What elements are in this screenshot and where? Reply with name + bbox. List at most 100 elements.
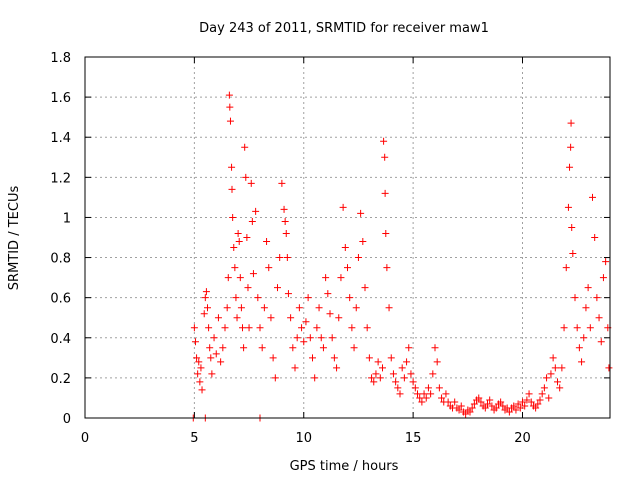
- data-point: [488, 402, 496, 410]
- data-point: [330, 354, 338, 362]
- data-point: [204, 304, 211, 312]
- data-point: [599, 274, 607, 282]
- data-point: [578, 358, 586, 366]
- x-tick-label: 5: [190, 431, 198, 446]
- data-point: [206, 344, 214, 352]
- data-point: [519, 398, 526, 406]
- data-point: [236, 274, 244, 282]
- data-point: [280, 205, 288, 213]
- data-point: [195, 358, 203, 366]
- data-point: [455, 406, 463, 414]
- data-point: [567, 143, 575, 151]
- data-point: [558, 364, 566, 372]
- data-point: [400, 374, 408, 382]
- data-point: [534, 400, 542, 408]
- x-tick-label: 15: [405, 431, 422, 446]
- data-point: [322, 274, 330, 282]
- data-point: [536, 396, 544, 404]
- data-point: [267, 314, 275, 322]
- data-point: [234, 229, 242, 237]
- data-point: [597, 338, 605, 346]
- data-point: [505, 408, 513, 416]
- plot-frame: [84, 56, 611, 419]
- data-point: [470, 400, 478, 408]
- data-point: [352, 304, 360, 312]
- data-point: [287, 314, 295, 322]
- data-point: [374, 358, 382, 366]
- data-point: [335, 314, 343, 322]
- data-point: [605, 364, 613, 372]
- data-point: [260, 304, 268, 312]
- data-point: [282, 229, 290, 237]
- y-axis-label: SRMTID / TECUs: [7, 186, 22, 291]
- data-point: [328, 334, 336, 342]
- data-point: [420, 390, 428, 398]
- data-point: [462, 410, 470, 418]
- data-point: [311, 374, 319, 382]
- data-point: [205, 324, 213, 332]
- x-tick-label: 0: [81, 431, 89, 446]
- data-point: [382, 229, 390, 237]
- data-point: [573, 324, 581, 332]
- data-point: [532, 404, 540, 412]
- data-point: [540, 384, 548, 392]
- data-point: [235, 238, 243, 246]
- data-point: [317, 334, 325, 342]
- data-point: [341, 244, 349, 252]
- data-point: [586, 324, 594, 332]
- data-point: [315, 304, 323, 312]
- data-point: [477, 398, 485, 406]
- y-tick-label: 1.2: [50, 171, 71, 186]
- data-point: [309, 354, 316, 362]
- data-point: [298, 324, 306, 332]
- data-point: [284, 290, 292, 298]
- data-point: [289, 344, 297, 352]
- x-tick-label: 20: [514, 431, 531, 446]
- data-point: [514, 400, 522, 408]
- data-point: [196, 378, 204, 386]
- data-point: [569, 250, 577, 258]
- data-point: [208, 370, 216, 378]
- data-point: [226, 117, 234, 125]
- data-point: [409, 378, 417, 386]
- data-point: [543, 374, 551, 382]
- data-point: [589, 193, 596, 201]
- data-point: [523, 396, 531, 404]
- data-point: [363, 324, 371, 332]
- data-point: [291, 364, 299, 372]
- data-point: [200, 310, 208, 318]
- data-point: [381, 153, 389, 161]
- data-point: [403, 358, 411, 366]
- data-point: [427, 390, 435, 398]
- data-point: [595, 314, 603, 322]
- data-point: [333, 364, 341, 372]
- y-tick-label: 0: [63, 412, 71, 427]
- data-point: [201, 294, 209, 302]
- data-point: [418, 398, 426, 406]
- data-point: [433, 358, 441, 366]
- data-point: [228, 163, 236, 171]
- data-point: [567, 119, 575, 127]
- data-point: [302, 318, 310, 326]
- data-point: [566, 163, 574, 171]
- data-point: [324, 290, 332, 298]
- data-point: [416, 394, 424, 402]
- data-point: [380, 137, 388, 145]
- data-point: [545, 394, 553, 402]
- data-point: [248, 217, 256, 225]
- data-point: [379, 364, 386, 372]
- data-point: [354, 254, 362, 262]
- data-point: [348, 324, 356, 332]
- data-point: [422, 394, 430, 402]
- data-point: [466, 408, 474, 416]
- data-point: [372, 370, 380, 378]
- data-point: [346, 294, 354, 302]
- data-point: [525, 390, 533, 398]
- data-point: [244, 284, 252, 292]
- data-point: [271, 374, 279, 382]
- data-point: [486, 396, 494, 404]
- data-point: [387, 354, 395, 362]
- data-point: [538, 390, 546, 398]
- data-point: [414, 390, 421, 398]
